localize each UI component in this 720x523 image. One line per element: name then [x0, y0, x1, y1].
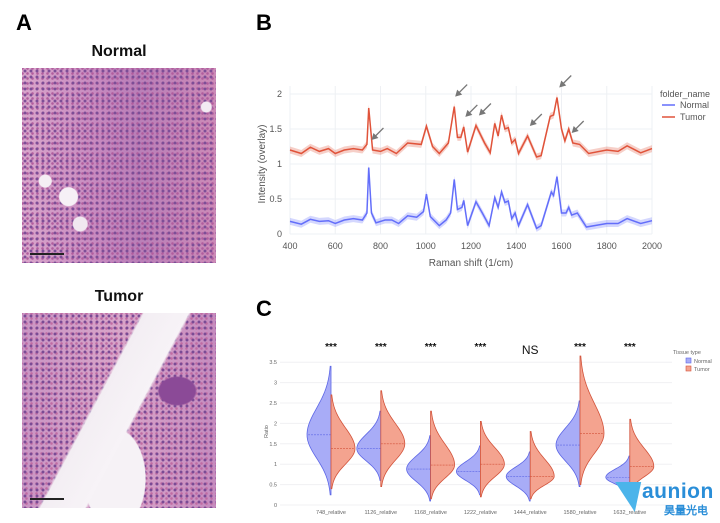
y-tick-label: 1.5: [269, 442, 277, 448]
series-line-tumor: [289, 97, 653, 158]
y-tick-label: 0.5: [269, 194, 282, 204]
x-tick-label: 1800: [597, 241, 617, 251]
x-tick-label: 1000: [416, 241, 436, 251]
tumor-histology-image: [22, 313, 216, 508]
legend-title: folder_name: [660, 89, 710, 99]
arrow-head-icon: [529, 119, 537, 126]
y-tick-label: 2: [274, 421, 277, 427]
significance-label: ***: [425, 342, 437, 353]
significance-label: ***: [325, 342, 337, 353]
significance-label: NS: [522, 343, 539, 357]
category-label: 1632_relative: [613, 510, 646, 516]
legend-swatch-normal: [685, 357, 692, 364]
tumor-title: Tumor: [94, 288, 144, 305]
category-label: 748_relative: [316, 510, 346, 516]
violin-half-tumor: [480, 420, 505, 498]
violin-half-normal: [555, 400, 581, 488]
panel-label-c: C: [256, 296, 272, 321]
category-label: 1126_relative: [364, 510, 397, 516]
violin-half-normal: [406, 435, 431, 502]
normal-title: Normal: [91, 43, 147, 60]
y-tick-label: 0: [274, 503, 277, 509]
aunion-logo: aunion 昊量光电: [608, 480, 714, 518]
raman-spectra-chart: 400 600 800 1000 1200 1400 1600 1800 2000 0 0.5 1 1.…: [257, 75, 710, 269]
category-label: 1168_relative: [414, 510, 447, 516]
y-tick-label: 2: [277, 89, 282, 99]
violin-half-normal: [455, 445, 481, 496]
y-axis-title: Intensity (overlay): [257, 125, 268, 204]
significance-label: ***: [574, 342, 586, 353]
x-tick-label: 1600: [551, 241, 571, 251]
y-tick-label: 0.5: [269, 483, 277, 489]
violin-half-normal: [356, 410, 382, 481]
x-tick-label: 1400: [506, 241, 526, 251]
arrow-head-icon: [571, 126, 579, 133]
series-line-normal: [289, 167, 653, 230]
y-tick-label: 0: [277, 229, 282, 239]
significance-label: ***: [475, 342, 487, 353]
logo-mark-icon: [608, 482, 642, 512]
legend-label-normal: Normal: [680, 100, 709, 110]
violin-half-tumor: [629, 418, 655, 494]
category-label: 1580_relative: [563, 510, 596, 516]
confidence-band-normal: [290, 164, 652, 232]
panel-label-a: A: [16, 10, 32, 35]
x-tick-label: 400: [282, 241, 297, 251]
significance-label: ***: [624, 342, 636, 353]
legend-label-normal: Normal: [694, 359, 712, 365]
arrow-head-icon: [455, 89, 463, 97]
category-label: 1444_relative: [514, 510, 547, 516]
arrow-head-icon: [465, 109, 473, 117]
logo-text: aunion: [642, 480, 714, 503]
legend-label-tumor: Tumor: [694, 367, 710, 373]
significance-label: ***: [375, 342, 387, 353]
x-tick-label: 2000: [642, 241, 662, 251]
scale-bar: [30, 253, 64, 255]
y-tick-label: 1.5: [269, 124, 282, 134]
y-tick-label: 1: [274, 462, 277, 468]
x-tick-label: 1200: [461, 241, 481, 251]
y-tick-label: 3.5: [269, 360, 277, 366]
x-axis-title: Raman shift (1/cm): [429, 258, 513, 269]
y-tick-label: 2.5: [269, 401, 277, 407]
violin-half-tumor: [579, 355, 605, 485]
logo-text-cn: 昊量光电: [664, 505, 708, 517]
violin-half-normal: [306, 365, 332, 496]
y-axis-title: Ratio: [264, 425, 270, 438]
y-tick-label: 3: [274, 381, 277, 387]
confidence-band-tumor: [290, 94, 652, 161]
violin-half-tumor: [380, 390, 406, 488]
arrow-head-icon: [478, 108, 486, 116]
arrow-head-icon: [559, 80, 567, 88]
y-tick-label: 1: [277, 159, 282, 169]
normal-histology-image: [22, 68, 216, 263]
arrow-head-icon: [371, 133, 379, 140]
x-tick-label: 600: [328, 241, 343, 251]
violin-half-tumor: [330, 394, 356, 490]
x-tick-label: 800: [373, 241, 388, 251]
violin-half-normal: [605, 455, 631, 496]
category-label: 1222_relative: [464, 510, 497, 516]
panel-label-b: B: [256, 10, 272, 35]
legend-swatch-tumor: [685, 365, 692, 372]
violin-half-tumor: [430, 410, 455, 500]
legend-label-tumor: Tumor: [680, 112, 706, 122]
violin-half-tumor: [529, 431, 555, 500]
legend-title: Tissue type: [673, 350, 701, 356]
scale-bar: [30, 498, 64, 500]
